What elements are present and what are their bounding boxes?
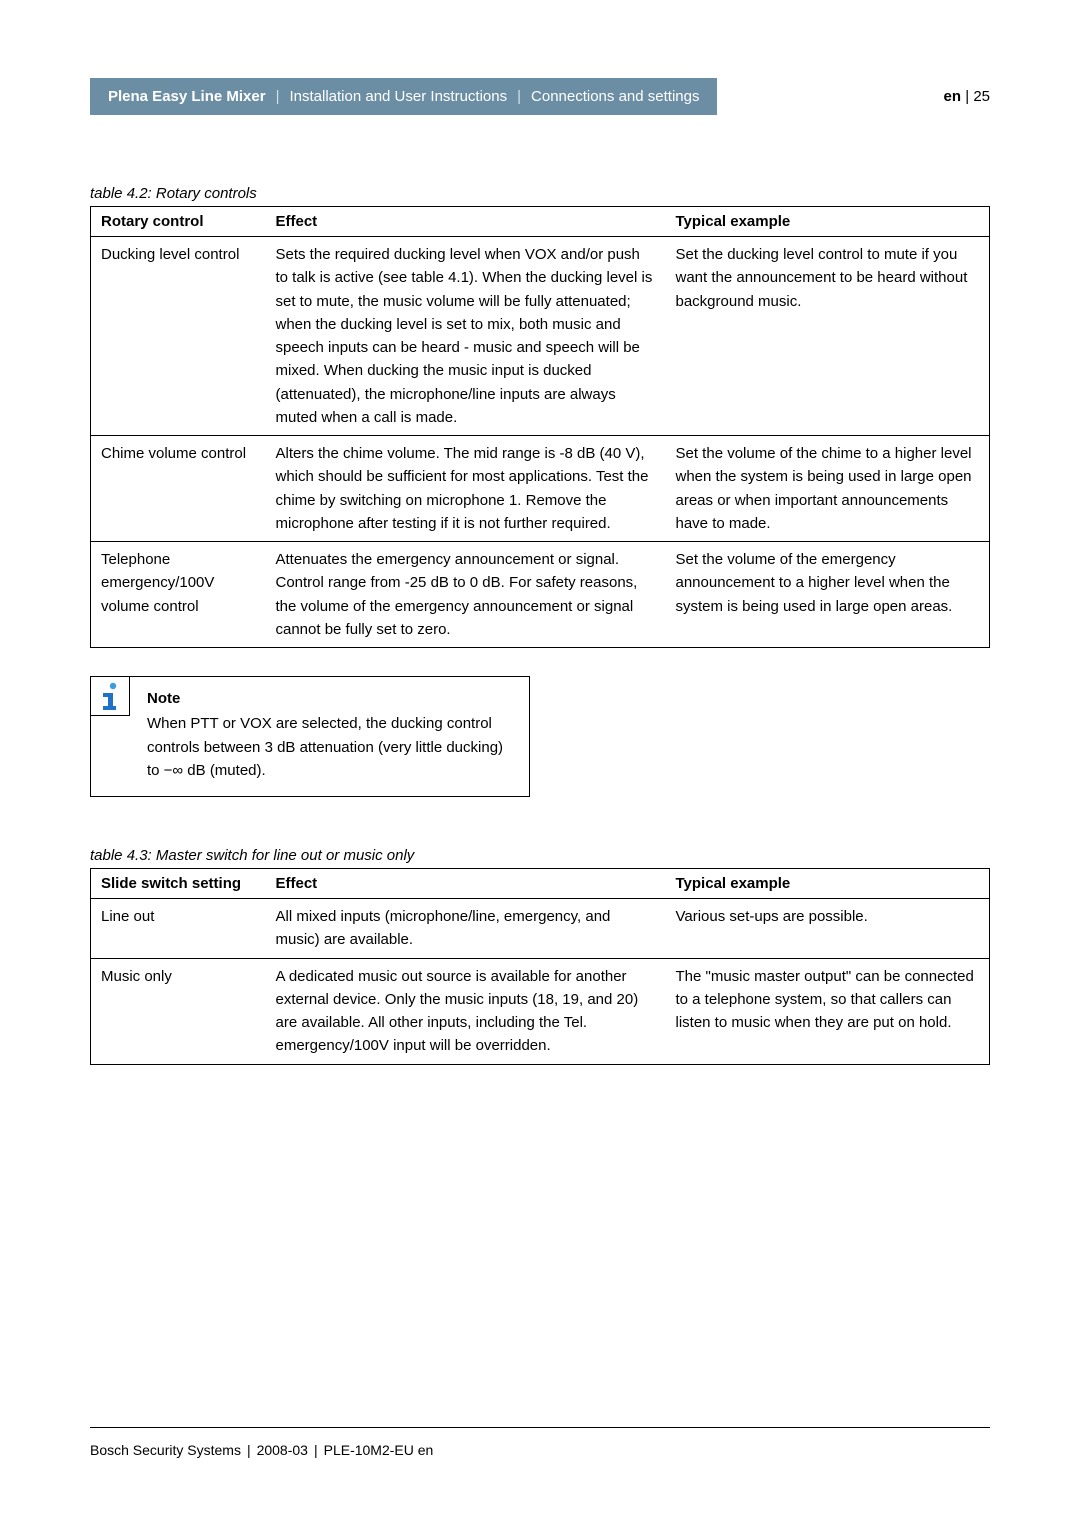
page: Plena Easy Line Mixer | Installation and…: [0, 0, 1080, 1528]
table-cell: Set the volume of the chime to a higher …: [666, 436, 990, 542]
table-cell: Line out: [91, 899, 266, 959]
table-row: Music only A dedicated music out source …: [91, 958, 990, 1064]
note-body: When PTT or VOX are selected, the duckin…: [147, 712, 515, 782]
header-lang: en: [944, 88, 962, 105]
table-cell: Set the volume of the emergency announce…: [666, 542, 990, 648]
header-product: Plena Easy Line Mixer: [108, 88, 266, 105]
header-sep-2: |: [517, 88, 521, 105]
table-4-3-header-2: Effect: [266, 869, 666, 899]
table-4-2-header-3: Typical example: [666, 207, 990, 237]
table-cell: A dedicated music out source is availabl…: [266, 958, 666, 1064]
header-breadcrumb: Plena Easy Line Mixer | Installation and…: [90, 78, 717, 115]
table-4-2: Rotary control Effect Typical example Du…: [90, 206, 990, 648]
footer-sep-1: |: [247, 1442, 251, 1458]
table-cell: Telephone emergency/100V volume control: [91, 542, 266, 648]
table-row: Line out All mixed inputs (microphone/li…: [91, 899, 990, 959]
table-4-2-header-1: Rotary control: [91, 207, 266, 237]
table-4-2-caption: table 4.2: Rotary controls: [90, 185, 990, 202]
table-cell: Alters the chime volume. The mid range i…: [266, 436, 666, 542]
info-icon: [90, 676, 130, 716]
footer-date: 2008-03: [257, 1442, 308, 1458]
header-section-1: Installation and User Instructions: [289, 88, 507, 105]
page-footer: Bosch Security Systems | 2008-03 | PLE-1…: [90, 1427, 990, 1458]
table-cell: Sets the required ducking level when VOX…: [266, 237, 666, 436]
spacer: [90, 797, 990, 847]
table-row: Telephone emergency/100V volume control …: [91, 542, 990, 648]
footer-docid: PLE-10M2-EU en: [324, 1442, 434, 1458]
table-cell: Music only: [91, 958, 266, 1064]
table-4-3: Slide switch setting Effect Typical exam…: [90, 868, 990, 1065]
table-4-2-header-2: Effect: [266, 207, 666, 237]
footer-sep-2: |: [314, 1442, 318, 1458]
table-row: Chime volume control Alters the chime vo…: [91, 436, 990, 542]
table-cell: Set the ducking level control to mute if…: [666, 237, 990, 436]
header-sep-1: |: [276, 88, 280, 105]
table-cell: The "music master output" can be connect…: [666, 958, 990, 1064]
table-row: Ducking level control Sets the required …: [91, 237, 990, 436]
table-4-3-header-1: Slide switch setting: [91, 869, 266, 899]
table-cell: Chime volume control: [91, 436, 266, 542]
footer-company: Bosch Security Systems: [90, 1442, 241, 1458]
header-page-number: 25: [973, 88, 990, 105]
table-4-3-caption: table 4.3: Master switch for line out or…: [90, 847, 990, 864]
table-cell: Various set-ups are possible.: [666, 899, 990, 959]
table-4-3-header-row: Slide switch setting Effect Typical exam…: [91, 869, 990, 899]
table-4-3-header-3: Typical example: [666, 869, 990, 899]
note-box: Note When PTT or VOX are selected, the d…: [90, 676, 530, 797]
table-4-2-header-row: Rotary control Effect Typical example: [91, 207, 990, 237]
note-title: Note: [147, 677, 515, 710]
table-cell: Ducking level control: [91, 237, 266, 436]
table-cell: All mixed inputs (microphone/line, emerg…: [266, 899, 666, 959]
header-section-2: Connections and settings: [531, 88, 699, 105]
page-header: Plena Easy Line Mixer | Installation and…: [90, 78, 990, 115]
header-page-info: en | 25: [944, 88, 990, 105]
table-cell: Attenuates the emergency announcement or…: [266, 542, 666, 648]
